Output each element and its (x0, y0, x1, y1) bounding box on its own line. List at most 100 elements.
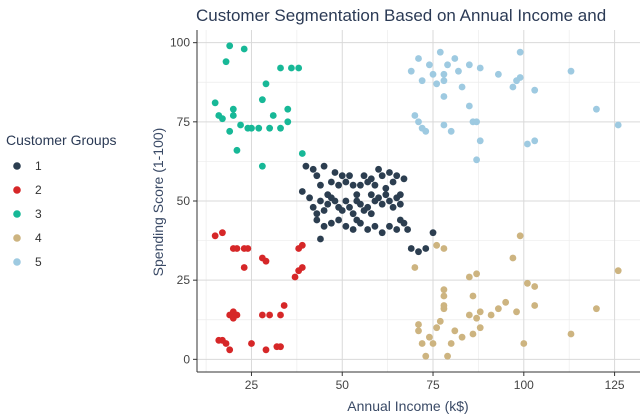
data-point (331, 169, 339, 176)
data-point (407, 67, 415, 75)
data-point (531, 86, 539, 94)
data-point (429, 229, 437, 237)
legend-label: 4 (35, 231, 42, 245)
data-point (255, 124, 263, 132)
data-point (476, 64, 484, 72)
data-point (357, 200, 364, 208)
data-point (237, 121, 244, 129)
y-tick-label: 75 (177, 115, 191, 129)
data-point (226, 127, 234, 135)
legend-swatch (13, 258, 21, 266)
data-point (415, 321, 422, 328)
data-point (349, 181, 357, 189)
data-point (593, 105, 600, 113)
data-point (458, 83, 466, 91)
data-point (593, 305, 600, 313)
data-point (393, 172, 401, 180)
data-point (393, 226, 401, 233)
data-point (353, 216, 361, 224)
legend-label: 3 (35, 207, 42, 221)
data-point (411, 112, 419, 119)
data-point (440, 245, 448, 252)
data-point (327, 178, 335, 186)
data-point (313, 172, 321, 180)
data-point (298, 188, 306, 195)
data-point (411, 264, 419, 271)
data-point (433, 324, 441, 332)
data-point (444, 61, 451, 69)
data-point (458, 333, 466, 341)
data-point (494, 305, 502, 313)
data-point (440, 77, 448, 85)
series-3 (211, 42, 306, 170)
legend: Customer Groups 1 2 3 4 5 (6, 132, 116, 269)
data-point (465, 102, 473, 110)
data-point (320, 162, 328, 170)
series-5 (407, 48, 622, 164)
data-point (451, 55, 459, 62)
data-point (386, 197, 393, 205)
legend-swatch (13, 162, 21, 170)
data-point (404, 226, 412, 233)
data-point (222, 58, 230, 66)
legend-swatch (13, 186, 21, 194)
data-point (335, 216, 343, 224)
data-point (371, 222, 379, 230)
data-point (444, 352, 451, 360)
data-point (531, 283, 539, 290)
data-point (440, 70, 448, 78)
data-point (262, 257, 270, 265)
data-point (476, 308, 484, 316)
data-point (258, 311, 266, 319)
data-point (349, 226, 357, 233)
data-point (469, 330, 477, 338)
data-point (400, 175, 408, 183)
data-point (429, 70, 437, 78)
data-point (375, 165, 382, 173)
data-point (226, 42, 234, 50)
data-point (531, 302, 539, 309)
data-point (222, 340, 230, 347)
data-point (240, 45, 248, 53)
data-point (447, 127, 455, 135)
data-point (364, 203, 372, 211)
legend-title: Customer Groups (6, 132, 116, 148)
data-point (211, 232, 219, 240)
data-points (211, 42, 622, 360)
data-point (396, 216, 404, 224)
data-point (298, 241, 306, 249)
y-tick-labels: 0 25 50 75 100 (170, 36, 197, 366)
data-point (425, 333, 433, 341)
data-point (277, 124, 284, 132)
data-point (302, 162, 310, 170)
y-tick-label: 100 (170, 36, 190, 50)
data-point (367, 210, 375, 218)
x-tick-label: 75 (426, 378, 440, 392)
x-axis-title: Annual Income (k$) (347, 398, 468, 414)
y-axis-title: Spending Score (1-100) (150, 128, 166, 277)
data-point (288, 64, 295, 72)
data-point (309, 165, 317, 173)
data-point (520, 340, 528, 347)
data-point (513, 308, 520, 316)
data-point (502, 298, 510, 306)
data-point (436, 48, 444, 56)
data-point (240, 264, 248, 271)
data-point (440, 305, 448, 313)
data-point (516, 74, 524, 81)
data-point (346, 172, 353, 180)
series-1 (298, 162, 437, 256)
data-point (262, 80, 270, 88)
data-point (331, 197, 339, 205)
grid (197, 30, 640, 372)
data-point (469, 292, 477, 300)
data-point (422, 127, 430, 135)
data-point (567, 67, 575, 75)
data-point (531, 137, 539, 145)
data-point (386, 222, 393, 230)
data-point (338, 172, 346, 180)
data-point (433, 80, 441, 88)
data-point (476, 324, 484, 332)
x-tick-label: 50 (336, 378, 350, 392)
